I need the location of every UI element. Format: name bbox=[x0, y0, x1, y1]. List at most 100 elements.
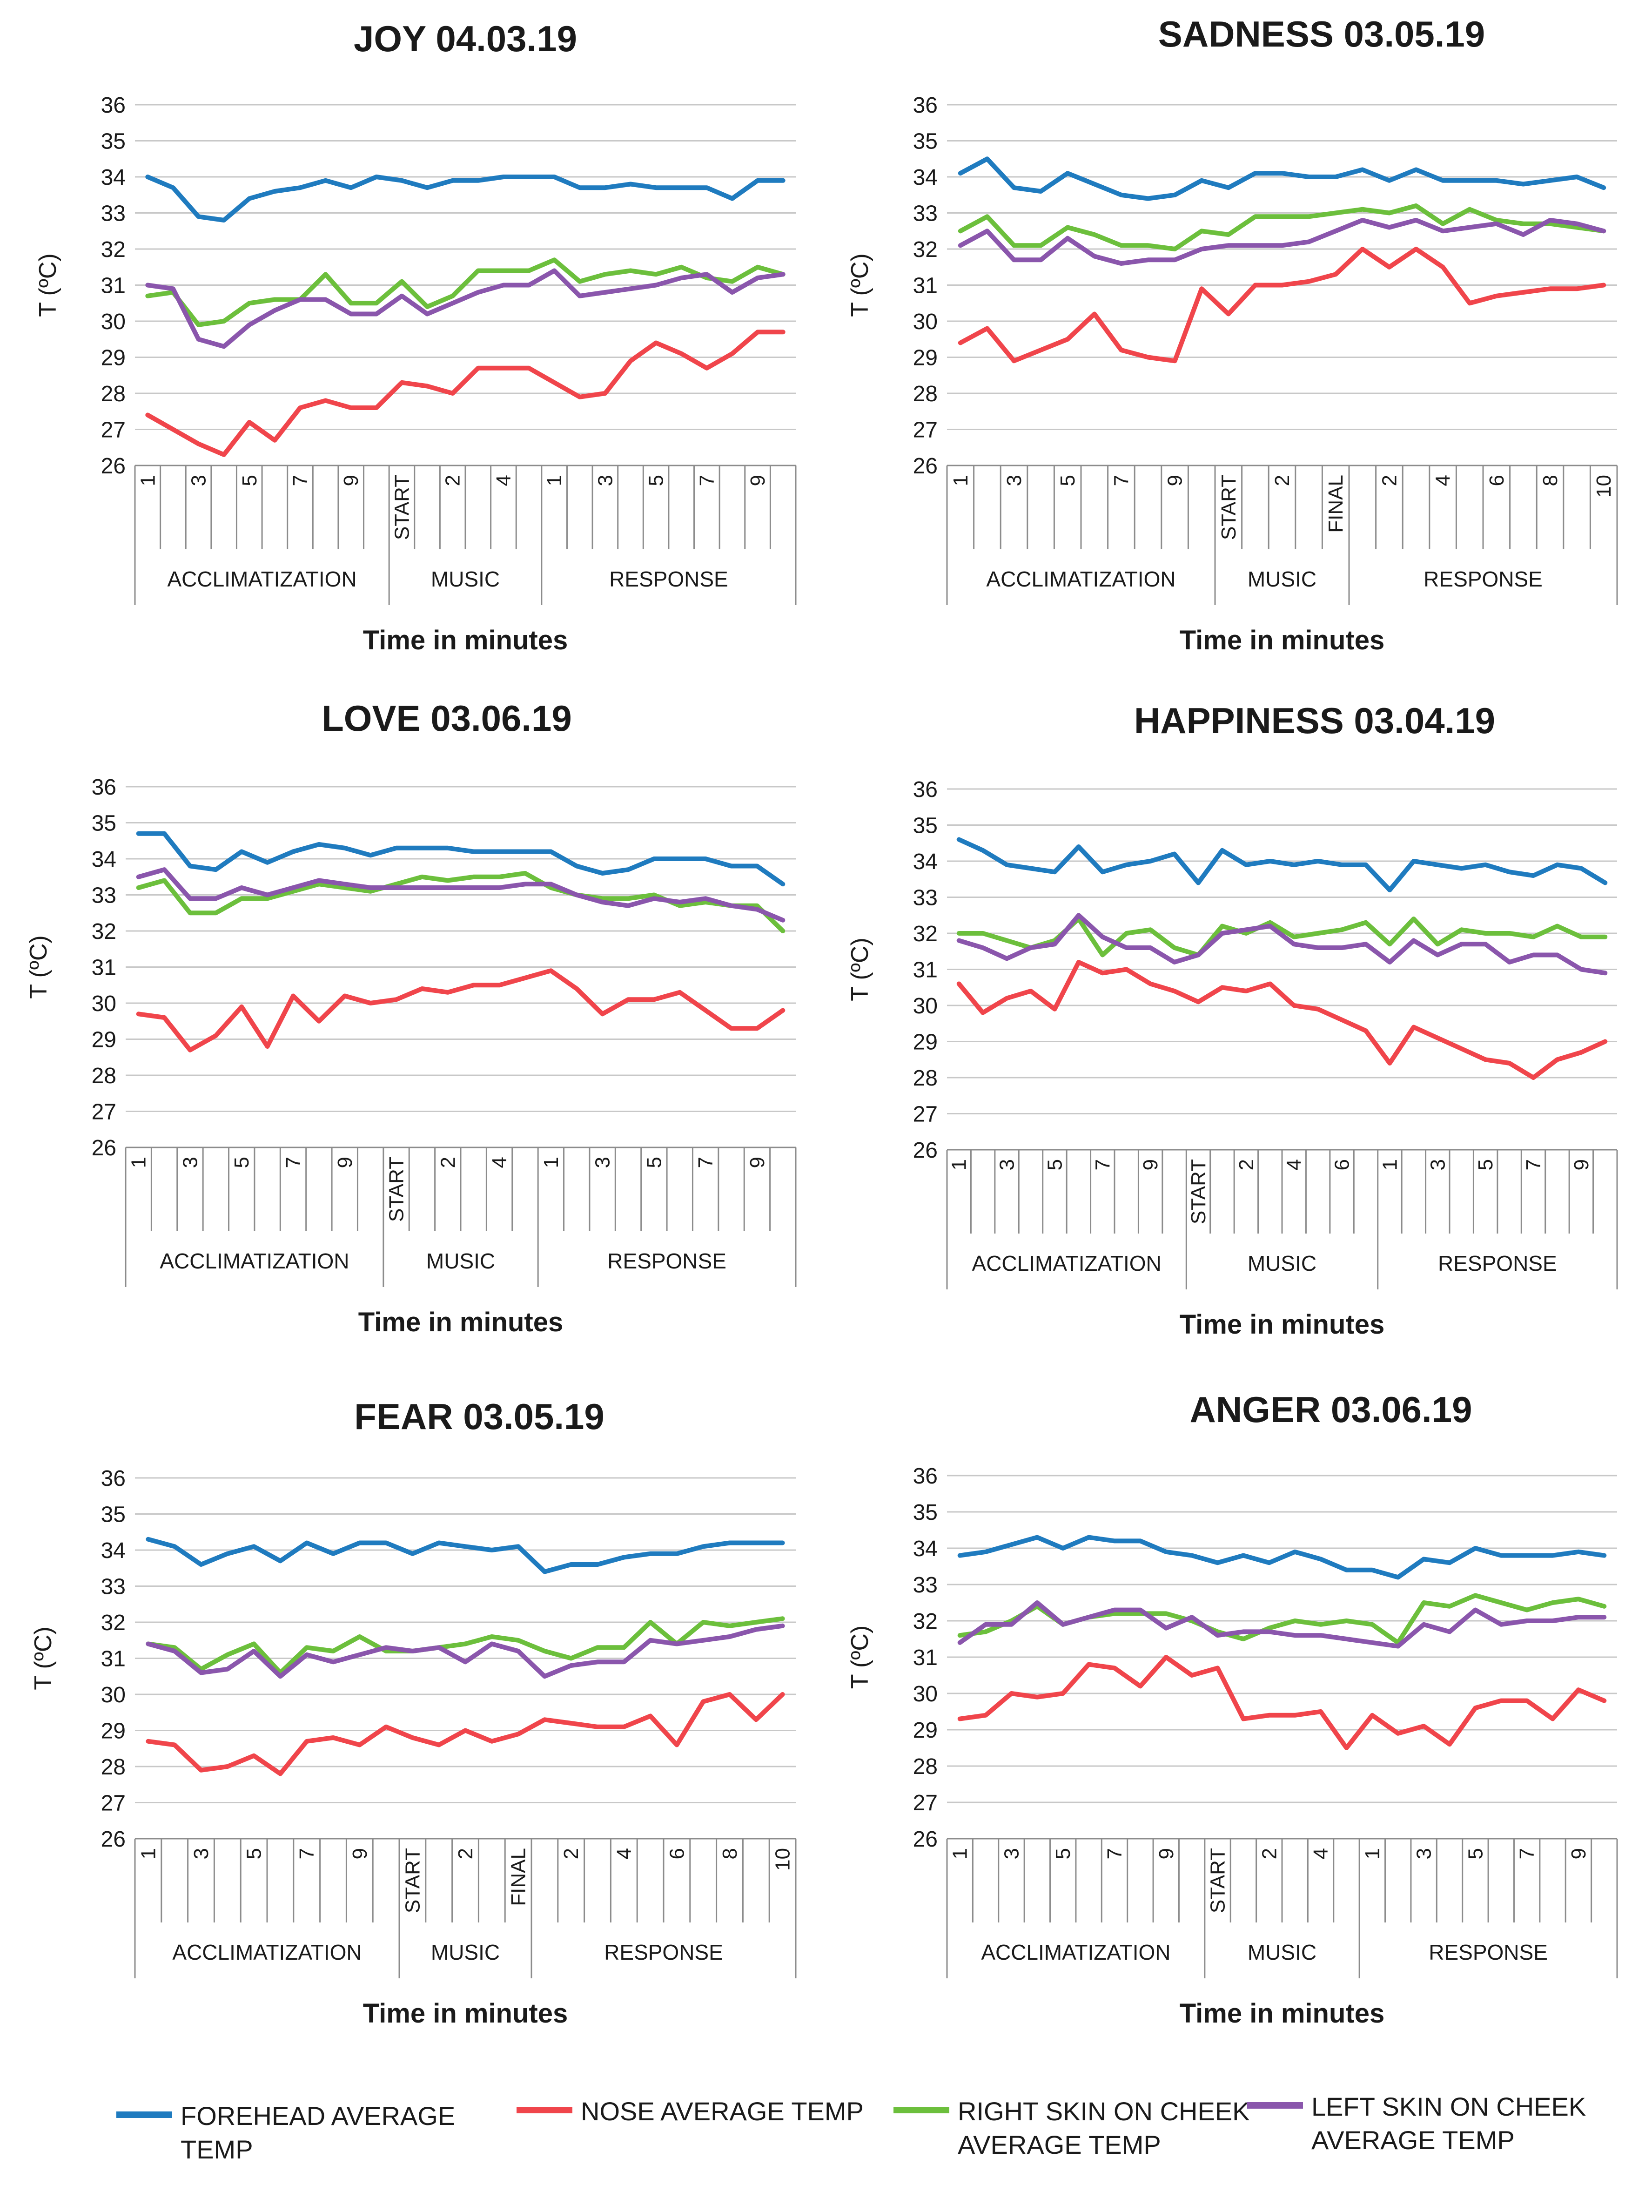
group-label: RESPONSE bbox=[1429, 1940, 1548, 1964]
x-tick-label: 3 bbox=[1003, 475, 1026, 486]
y-tick-label: 34 bbox=[913, 1537, 938, 1561]
y-tick-label: 28 bbox=[101, 382, 126, 406]
x-tick-label: 7 bbox=[1091, 1159, 1114, 1170]
x-tick-label: 1 bbox=[1361, 1848, 1384, 1859]
series-line-forehead bbox=[146, 1537, 785, 1574]
x-tick-label: 9 bbox=[746, 475, 769, 486]
x-tick-label: FINAL bbox=[507, 1848, 530, 1906]
y-tick-label: 26 bbox=[92, 1136, 116, 1160]
x-tick-label: 5 bbox=[243, 1848, 266, 1859]
chart-title: JOY 04.03.19 bbox=[354, 18, 577, 59]
y-tick-label: 30 bbox=[101, 310, 126, 334]
group-label: MUSIC bbox=[1248, 1940, 1316, 1964]
series-line-right-cheek bbox=[145, 257, 786, 327]
y-tick-label: 35 bbox=[101, 1503, 126, 1527]
series-line-nose bbox=[956, 960, 1608, 1080]
y-tick-label: 31 bbox=[101, 274, 126, 298]
legend-item-forehead: FOREHEAD AVERAGE TEMP bbox=[116, 2099, 455, 2166]
group-label: MUSIC bbox=[431, 1940, 500, 1964]
x-tick-label: 1 bbox=[128, 1157, 150, 1168]
x-tick-label: START bbox=[1217, 475, 1240, 540]
x-tick-label: 3 bbox=[1426, 1159, 1449, 1170]
x-tick-label: 5 bbox=[1464, 1848, 1487, 1859]
x-tick-label: 9 bbox=[1570, 1159, 1593, 1170]
x-tick-label: 4 bbox=[1283, 1159, 1306, 1170]
x-tick-label: 1 bbox=[949, 1848, 972, 1859]
y-tick-label: 35 bbox=[913, 814, 938, 838]
x-tick-label: 5 bbox=[238, 475, 261, 486]
y-tick-label: 27 bbox=[101, 1791, 126, 1816]
y-tick-label: 29 bbox=[913, 1030, 938, 1055]
group-label: RESPONSE bbox=[607, 1249, 726, 1273]
chart-4: HAPPINESS 03.04.192627282930313233343536… bbox=[846, 700, 1618, 1340]
legend-item-left-cheek: LEFT SKIN ON CHEEK AVERAGE TEMP bbox=[1247, 2090, 1586, 2157]
y-tick-label: 33 bbox=[913, 1573, 938, 1598]
x-tick-label: 7 bbox=[694, 1157, 717, 1168]
y-tick-label: 29 bbox=[913, 1718, 938, 1743]
series-line-left-cheek bbox=[136, 867, 786, 923]
x-tick-label: 9 bbox=[1155, 1848, 1178, 1859]
chart-title: FEAR 03.05.19 bbox=[354, 1396, 604, 1437]
y-axis-label: T (ºC) bbox=[846, 253, 873, 317]
y-tick-label: 33 bbox=[913, 202, 938, 226]
x-tick-label: 8 bbox=[719, 1848, 741, 1859]
x-tick-label: START bbox=[401, 1848, 424, 1913]
x-tick-label: START bbox=[385, 1157, 408, 1222]
group-label: MUSIC bbox=[431, 567, 500, 591]
y-tick-label: 26 bbox=[101, 1827, 126, 1852]
y-tick-label: 29 bbox=[913, 346, 938, 371]
x-tick-label: 3 bbox=[179, 1157, 201, 1168]
x-axis-label: Time in minutes bbox=[358, 1307, 563, 1337]
series-line-forehead bbox=[956, 837, 1608, 892]
legend-swatch-nose bbox=[517, 2107, 572, 2113]
series-line-nose bbox=[136, 968, 786, 1052]
x-tick-label: 3 bbox=[1413, 1848, 1436, 1859]
x-tick-label: 2 bbox=[1378, 475, 1401, 486]
y-tick-label: 31 bbox=[101, 1647, 126, 1672]
y-tick-label: 34 bbox=[913, 165, 938, 190]
legend-swatch-forehead bbox=[116, 2111, 172, 2118]
x-tick-label: 4 bbox=[488, 1157, 511, 1168]
y-tick-label: 27 bbox=[913, 418, 938, 443]
y-tick-label: 27 bbox=[913, 1791, 938, 1815]
group-label: ACCLIMATIZATION bbox=[167, 567, 356, 591]
x-tick-label: 1 bbox=[540, 1157, 563, 1168]
chart-title: SADNESS 03.05.19 bbox=[1158, 13, 1485, 54]
legend-swatch-left-cheek bbox=[1247, 2102, 1303, 2109]
x-tick-label: 9 bbox=[1139, 1159, 1162, 1170]
y-tick-label: 30 bbox=[913, 994, 938, 1018]
y-tick-label: 33 bbox=[101, 1575, 126, 1599]
y-tick-label: 30 bbox=[101, 1683, 126, 1707]
x-tick-label: START bbox=[1187, 1159, 1210, 1224]
x-tick-label: START bbox=[390, 475, 413, 540]
chart-title: HAPPINESS 03.04.19 bbox=[1134, 700, 1495, 741]
group-label: RESPONSE bbox=[609, 567, 728, 591]
y-tick-label: 32 bbox=[913, 922, 938, 946]
x-tick-label: 10 bbox=[1592, 475, 1615, 498]
x-tick-label: 1 bbox=[948, 1159, 971, 1170]
x-tick-label: 4 bbox=[492, 475, 515, 486]
group-label: ACCLIMATIZATION bbox=[972, 1251, 1162, 1275]
group-label: MUSIC bbox=[1248, 1251, 1316, 1275]
x-tick-label: 2 bbox=[1235, 1159, 1258, 1170]
x-tick-label: 4 bbox=[1310, 1848, 1332, 1859]
y-tick-label: 35 bbox=[92, 811, 116, 836]
y-tick-label: 34 bbox=[101, 1538, 126, 1563]
y-tick-label: 34 bbox=[101, 165, 126, 190]
x-tick-label: 2 bbox=[437, 1157, 459, 1168]
series-line-nose bbox=[146, 1692, 785, 1776]
x-tick-label: 3 bbox=[1000, 1848, 1023, 1859]
x-tick-label: 5 bbox=[1056, 475, 1079, 486]
x-tick-label: 3 bbox=[591, 1157, 614, 1168]
series-line-forehead bbox=[957, 1535, 1607, 1580]
y-tick-label: 32 bbox=[913, 237, 938, 262]
x-axis-label: Time in minutes bbox=[1180, 625, 1384, 655]
x-tick-label: 3 bbox=[996, 1159, 1019, 1170]
x-tick-label: 2 bbox=[560, 1848, 583, 1859]
x-tick-label: 6 bbox=[1485, 475, 1508, 486]
chart-title: LOVE 03.06.19 bbox=[322, 698, 572, 739]
x-tick-label: 6 bbox=[1331, 1159, 1354, 1170]
group-label: RESPONSE bbox=[1424, 567, 1543, 591]
group-label: ACCLIMATIZATION bbox=[986, 567, 1175, 591]
